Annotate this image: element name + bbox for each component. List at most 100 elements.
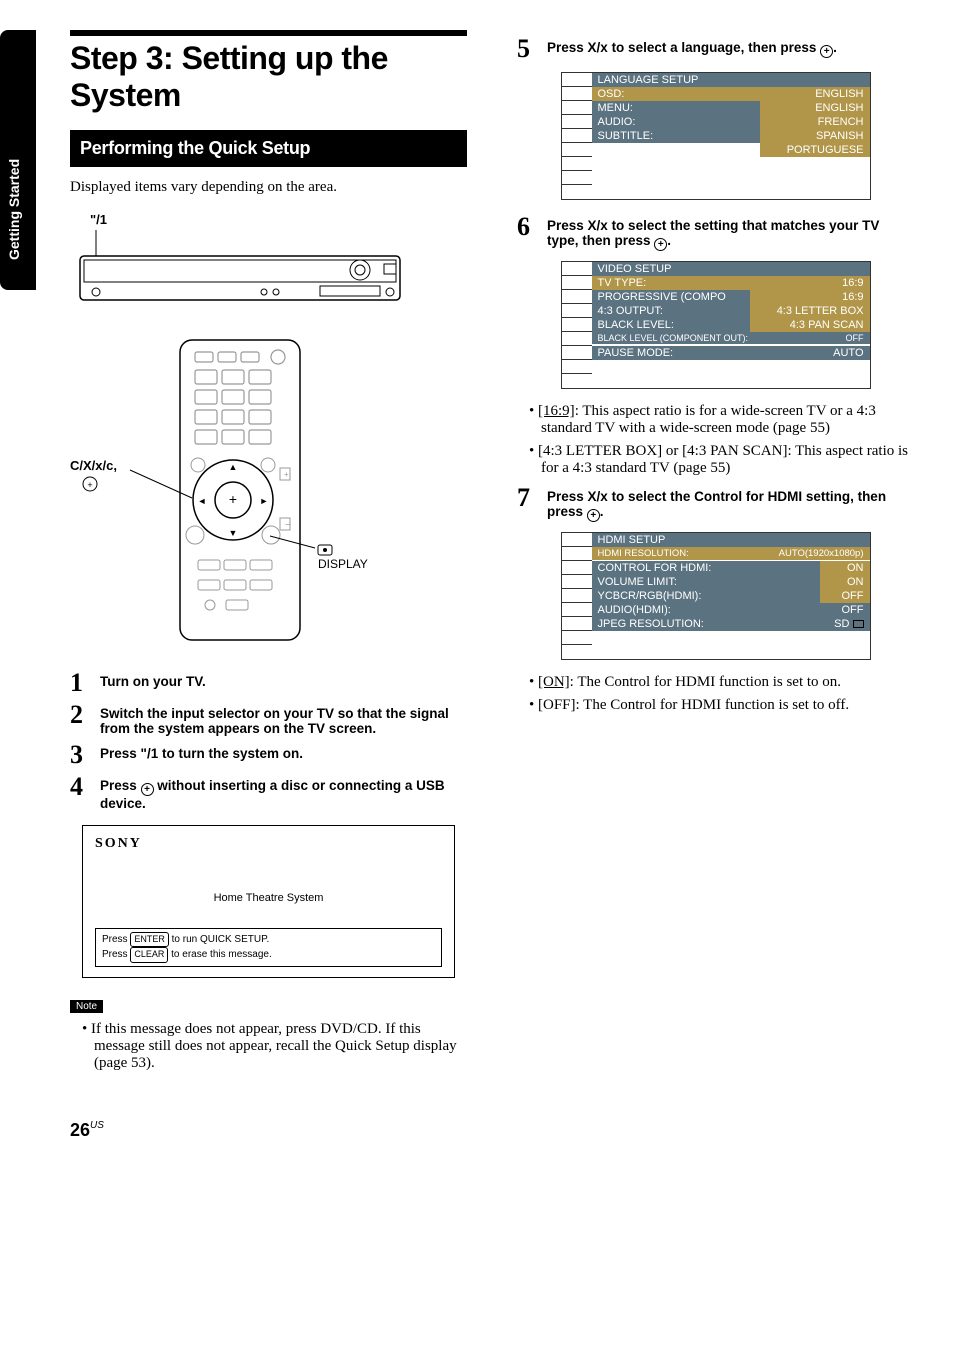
step-6: 6 Press X/x to select the setting that m… <box>517 214 914 251</box>
osd-row: PAUSE MODE:AUTO <box>592 346 870 360</box>
text: Press <box>102 934 130 945</box>
bullet-text: : This aspect ratio is for a wide-screen… <box>541 403 876 436</box>
step-number: 4 <box>70 774 100 800</box>
note-list: If this message does not appear, press D… <box>70 1021 467 1072</box>
step-number: 3 <box>70 742 100 768</box>
osd-row: 4:3 OUTPUT: <box>592 304 750 318</box>
option-underline: [16:9] <box>538 403 575 419</box>
text: to erase this message. <box>168 949 271 960</box>
osd-row: AUDIO: <box>592 115 760 129</box>
osd-val: SPANISH <box>760 129 870 143</box>
osd-row: JPEG RESOLUTION:SD <box>592 617 870 631</box>
osd-row: VIDEO SETUP <box>592 262 870 276</box>
bullets-video: [16:9]: This aspect ratio is for a wide-… <box>517 403 914 477</box>
bullet-item: [ON]: The Control for HDMI function is s… <box>529 674 914 691</box>
step-number: 1 <box>70 670 100 696</box>
osd-row: SUBTITLE: <box>592 129 760 143</box>
clear-key-label: CLEAR <box>130 947 168 963</box>
columns: Step 3: Setting up the System Performing… <box>70 30 914 1080</box>
step-1: 1 Turn on your TV. <box>70 670 467 696</box>
osd-key: YCBCR/RGB(HDMI): <box>598 590 702 602</box>
svg-text:−: − <box>285 520 291 531</box>
osd-key: PROGRESSIVE (COMPO <box>598 291 726 303</box>
osd-key: MENU: <box>598 102 633 114</box>
step-5: 5 Press X/x to select a language, then p… <box>517 36 914 62</box>
osd-val: SD <box>834 618 863 630</box>
osd-val: 16:9 <box>750 290 870 304</box>
osd-val: 16:9 <box>842 277 863 289</box>
osd-val: 4:3 PAN SCAN <box>750 318 870 332</box>
step-text: Turn on your TV. <box>100 670 467 689</box>
osd-key: AUDIO: <box>598 116 636 128</box>
osd-val: OFF <box>820 589 870 603</box>
osd-val: FRENCH <box>760 115 870 129</box>
osd-title: HDMI SETUP <box>598 534 666 546</box>
bullets-hdmi: [ON]: The Control for HDMI function is s… <box>517 674 914 714</box>
step-text: Press X/x to select the Control for HDMI… <box>547 485 914 522</box>
enter-key-label: ENTER <box>130 932 169 948</box>
page-title: Step 3: Setting up the System <box>70 40 467 114</box>
step-text: Switch the input selector on your TV so … <box>100 702 467 736</box>
text: Press <box>547 218 588 233</box>
osd-row: LANGUAGE SETUP <box>592 73 870 87</box>
text: to run QUICK SETUP. <box>169 934 269 945</box>
heading-rule <box>70 30 467 36</box>
enter-icon: + <box>141 783 154 796</box>
osd-val-text: SD <box>834 618 852 630</box>
device-diagram: "/1 <box>70 210 467 650</box>
step-7: 7 Press X/x to select the Control for HD… <box>517 485 914 522</box>
tv-screen-illustration: SONY Home Theatre System Press ENTER to … <box>82 825 455 978</box>
osd-language: LANGUAGE SETUP OSD:ENGLISH MENU:ENGLISH … <box>561 72 871 200</box>
osd-key: TV TYPE: <box>598 277 647 289</box>
osd-val: 4:3 LETTER BOX <box>750 304 870 318</box>
region-label: US <box>90 1120 104 1131</box>
step-number: 6 <box>517 214 547 240</box>
page: Getting Started Step 3: Setting up the S… <box>0 0 954 1171</box>
page-footer: 26US <box>70 1120 914 1141</box>
screen-title: Home Theatre System <box>95 892 442 904</box>
step-2: 2 Switch the input selector on your TV s… <box>70 702 467 736</box>
svg-text:"/1: "/1 <box>90 212 107 227</box>
arrows-icon: X/x <box>588 40 608 55</box>
step-text: Press "/1 to turn the system on. <box>100 742 467 761</box>
osd-key: BLACK LEVEL (COMPONENT OUT): <box>598 333 749 343</box>
screen-message: Press ENTER to run QUICK SETUP. Press CL… <box>95 928 442 967</box>
text: Press <box>547 489 588 504</box>
left-column: Step 3: Setting up the System Performing… <box>70 30 467 1080</box>
bullet-item: [16:9]: This aspect ratio is for a wide-… <box>529 403 914 437</box>
content-area: Step 3: Setting up the System Performing… <box>36 0 954 1171</box>
osd-row: HDMI RESOLUTION:AUTO(1920x1080p) <box>592 547 870 560</box>
step-number: 5 <box>517 36 547 62</box>
arrows-icon: X/x <box>588 218 608 233</box>
power-icon: "/1 <box>141 746 159 761</box>
step-4: 4 Press + without inserting a disc or co… <box>70 774 467 811</box>
step-number: 2 <box>70 702 100 728</box>
osd-key: OSD: <box>598 88 625 100</box>
osd-key: CONTROL FOR HDMI: <box>598 562 712 574</box>
text: to turn the system on. <box>158 746 303 761</box>
step-text: Press X/x to select the setting that mat… <box>547 214 914 251</box>
right-column: 5 Press X/x to select a language, then p… <box>517 30 914 1080</box>
text: Press <box>100 746 141 761</box>
text: to select a language, then press <box>608 40 820 55</box>
svg-text:C/X/x/c,: C/X/x/c, <box>70 458 117 473</box>
svg-text:▲: ▲ <box>229 462 238 472</box>
note-label: Note <box>70 1000 103 1013</box>
osd-row: HDMI SETUP <box>592 533 870 547</box>
osd-row: MENU: <box>592 101 760 115</box>
text: Press <box>547 40 588 55</box>
osd-title: VIDEO SETUP <box>598 263 672 275</box>
svg-text:►: ► <box>260 496 269 506</box>
osd-key: AUDIO(HDMI): <box>598 604 671 616</box>
osd-val: AUTO(1920x1080p) <box>779 548 864 559</box>
osd-row: TV TYPE: 16:9 <box>592 276 870 290</box>
osd-row: PROGRESSIVE (COMPO <box>592 290 750 304</box>
text: . <box>833 40 837 55</box>
page-number: 26 <box>70 1120 90 1140</box>
enter-icon: + <box>654 238 667 251</box>
osd-key: PAUSE MODE: <box>598 347 674 359</box>
side-tab: Getting Started <box>0 30 36 290</box>
osd-title: LANGUAGE SETUP <box>598 74 699 86</box>
intro-text: Displayed items vary depending on the ar… <box>70 179 467 196</box>
enter-icon: + <box>587 509 600 522</box>
